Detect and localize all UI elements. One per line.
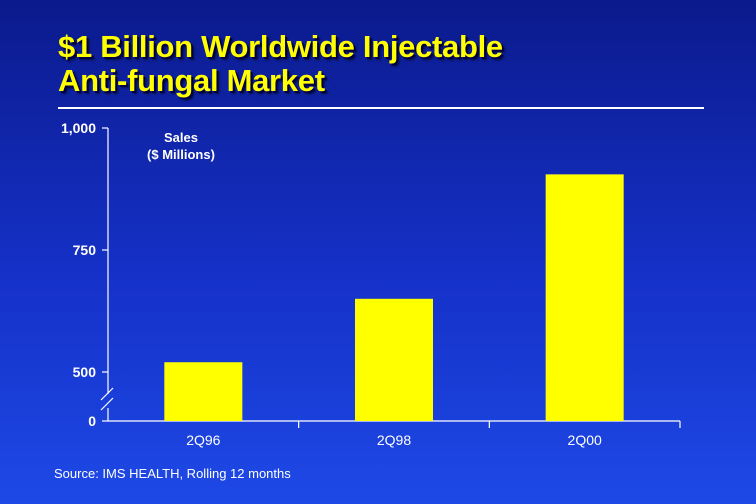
y-tick-label: 750 bbox=[73, 242, 97, 258]
bar-2q98 bbox=[355, 298, 433, 421]
y-axis-label-line-1: Sales bbox=[164, 130, 198, 145]
bar-2q96 bbox=[164, 362, 243, 421]
title-divider bbox=[58, 107, 704, 109]
chart-title: $1 Billion Worldwide Injectable Anti-fun… bbox=[58, 30, 738, 98]
x-tick-label: 2Q96 bbox=[186, 432, 220, 448]
axis-break-mark-2 bbox=[100, 397, 114, 411]
x-tick-label: 2Q00 bbox=[568, 432, 602, 448]
y-tick-label: 1,000 bbox=[61, 120, 96, 136]
y-axis-label-line-2: ($ Millions) bbox=[147, 147, 215, 162]
axis-break-mark-1 bbox=[100, 387, 114, 401]
bar-2q00 bbox=[545, 174, 624, 421]
x-tick-label: 2Q98 bbox=[377, 432, 411, 448]
y-axis-label: Sales ($ Millions) bbox=[136, 129, 226, 163]
y-tick-label: 0 bbox=[88, 413, 96, 429]
source-note: Source: IMS HEALTH, Rolling 12 months bbox=[54, 466, 291, 481]
y-tick-label: 500 bbox=[73, 364, 97, 380]
chart-title-line-1: $1 Billion Worldwide Injectable bbox=[58, 29, 503, 64]
chart-title-line-2: Anti-fungal Market bbox=[58, 63, 325, 98]
